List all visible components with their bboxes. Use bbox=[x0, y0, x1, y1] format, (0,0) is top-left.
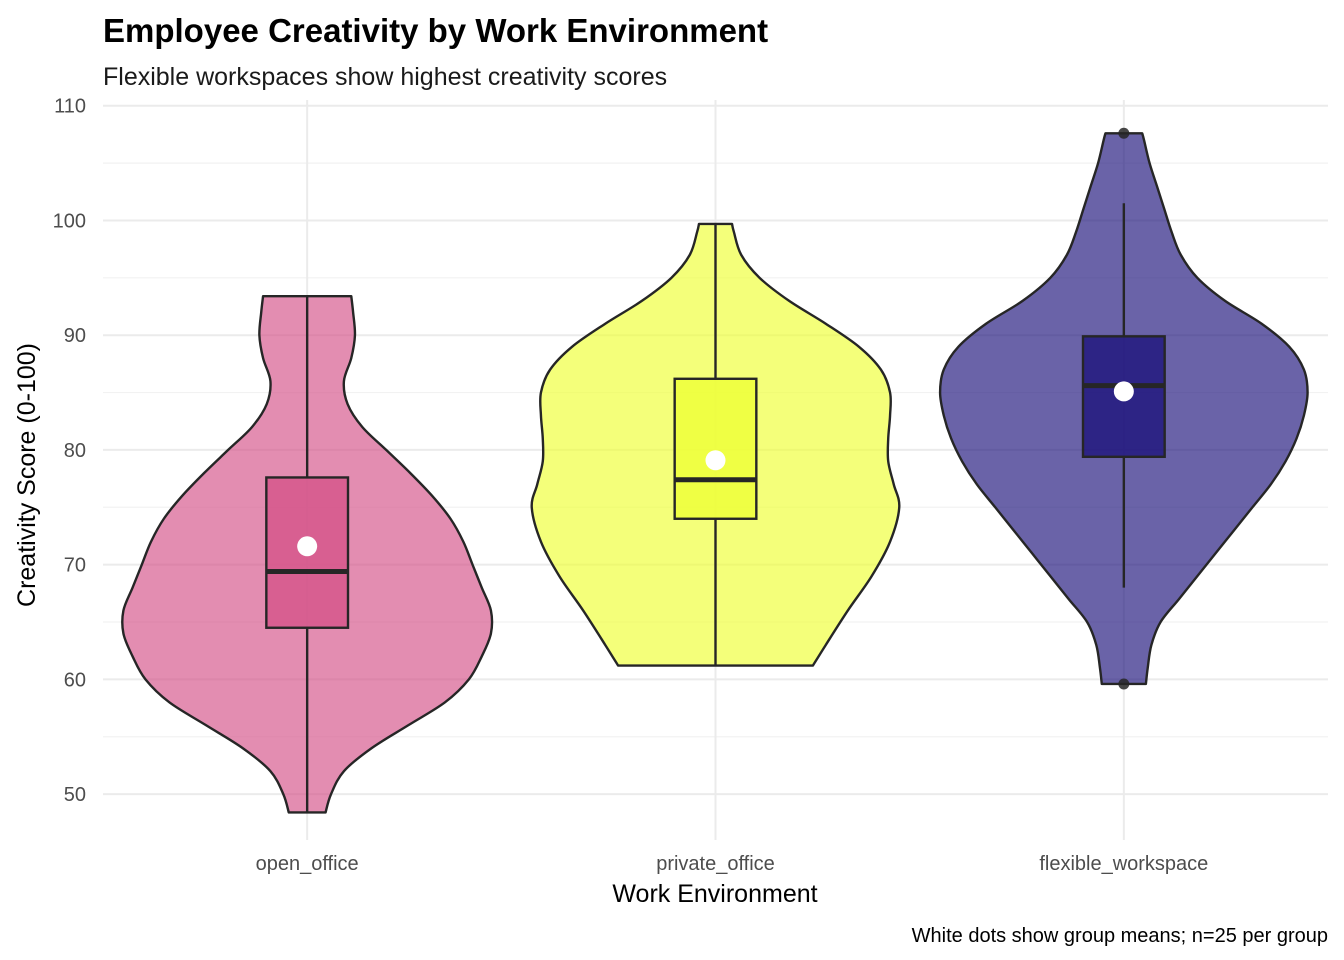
y-tick-label: 50 bbox=[64, 784, 86, 806]
y-axis-title: Creativity Score (0-100) bbox=[13, 343, 41, 607]
y-tick-label: 80 bbox=[64, 440, 86, 462]
chart-title: Employee Creativity by Work Environment bbox=[103, 12, 768, 49]
x-tick-label: open_office bbox=[256, 853, 359, 875]
y-axis-ticks: 50 60 70 80 90 100 110 bbox=[53, 96, 86, 806]
mean-point-flexible_workspace bbox=[1113, 381, 1134, 402]
x-tick-label: private_office bbox=[656, 853, 775, 875]
points bbox=[297, 127, 1134, 690]
x-tick-label: flexible_workspace bbox=[1039, 853, 1208, 875]
y-tick-label: 110 bbox=[54, 96, 86, 118]
x-axis-title: Work Environment bbox=[612, 880, 817, 908]
x-axis-ticks: open_office private_office flexible_worksp… bbox=[256, 853, 1209, 875]
chart-subtitle: Flexible workspaces show highest creativ… bbox=[103, 63, 667, 91]
y-tick-label: 100 bbox=[53, 210, 86, 232]
y-tick-label: 60 bbox=[64, 669, 86, 691]
y-tick-label: 70 bbox=[64, 555, 86, 577]
outlier-point-flexible_workspace bbox=[1118, 678, 1130, 690]
box-private_office bbox=[673, 377, 758, 520]
mean-point-open_office bbox=[297, 536, 318, 557]
y-tick-label: 90 bbox=[64, 325, 86, 347]
mean-point-private_office bbox=[705, 450, 726, 471]
outlier-point-flexible_workspace bbox=[1118, 127, 1130, 139]
chart-caption: White dots show group means; n=25 per gr… bbox=[912, 925, 1328, 947]
